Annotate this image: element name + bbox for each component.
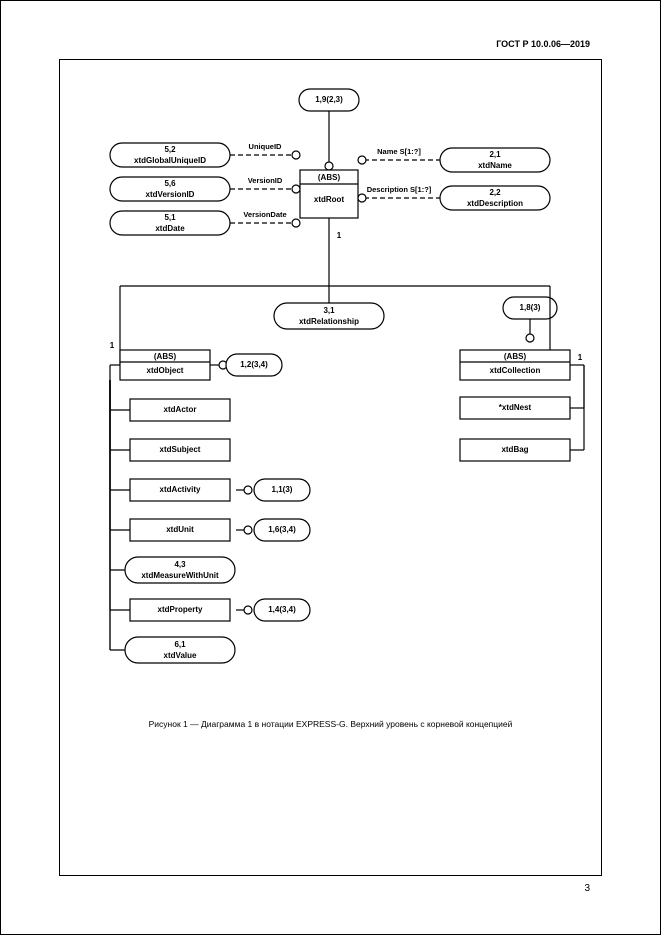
svg-text:xtdRelationship: xtdRelationship <box>299 317 359 326</box>
svg-text:xtdName: xtdName <box>478 161 512 170</box>
svg-text:1: 1 <box>337 231 342 240</box>
svg-text:2,2: 2,2 <box>489 188 501 197</box>
svg-text:(ABS): (ABS) <box>154 352 177 361</box>
svg-text:xtdUnit: xtdUnit <box>166 525 194 534</box>
svg-text:5,2: 5,2 <box>164 145 176 154</box>
svg-text:xtdBag: xtdBag <box>501 445 528 454</box>
svg-text:1,8(3): 1,8(3) <box>520 303 541 312</box>
svg-text:3,1: 3,1 <box>323 306 335 315</box>
svg-text:1: 1 <box>578 353 583 362</box>
svg-text:xtdDate: xtdDate <box>155 224 185 233</box>
svg-text:xtdRoot: xtdRoot <box>314 195 345 204</box>
svg-text:5,1: 5,1 <box>164 213 176 222</box>
page: ГОСТ Р 10.0.06—2019 1,9(2,3) (ABS) xtdRoot… <box>0 0 661 935</box>
svg-text:5,6: 5,6 <box>164 179 176 188</box>
svg-text:VersionDate: VersionDate <box>243 210 286 219</box>
svg-text:xtdSubject: xtdSubject <box>160 445 201 454</box>
svg-text:1,1(3): 1,1(3) <box>272 485 293 494</box>
svg-text:Description S[1:?]: Description S[1:?] <box>367 185 432 194</box>
svg-text:xtdValue: xtdValue <box>164 651 197 660</box>
diagram-svg: 1,9(2,3) (ABS) xtdRoot 5,2 xtdGlobalUniqueID… <box>60 60 605 700</box>
svg-text:UniqueID: UniqueID <box>249 142 282 151</box>
svg-text:xtdProperty: xtdProperty <box>158 605 203 614</box>
svg-text:xtdCollection: xtdCollection <box>490 366 541 375</box>
svg-text:1,6(3,4): 1,6(3,4) <box>268 525 296 534</box>
svg-text:Name S[1:?]: Name S[1:?] <box>377 147 421 156</box>
svg-text:1,2(3,4): 1,2(3,4) <box>240 360 268 369</box>
svg-text:xtdActivity: xtdActivity <box>160 485 201 494</box>
svg-text:xtdObject: xtdObject <box>147 366 184 375</box>
svg-text:2,1: 2,1 <box>489 150 501 159</box>
doc-header: ГОСТ Р 10.0.06—2019 <box>496 39 590 49</box>
page-number: 3 <box>584 883 590 894</box>
svg-text:xtdMeasureWithUnit: xtdMeasureWithUnit <box>141 571 219 580</box>
svg-text:VersionID: VersionID <box>248 176 283 185</box>
svg-text:(ABS): (ABS) <box>318 173 341 182</box>
svg-text:*xtdNest: *xtdNest <box>499 403 532 412</box>
svg-text:1: 1 <box>110 341 115 350</box>
svg-text:1,4(3,4): 1,4(3,4) <box>268 605 296 614</box>
svg-text:6,1: 6,1 <box>174 640 186 649</box>
svg-text:(ABS): (ABS) <box>504 352 527 361</box>
svg-text:1,9(2,3): 1,9(2,3) <box>315 95 343 104</box>
svg-text:xtdDescription: xtdDescription <box>467 199 523 208</box>
svg-text:4,3: 4,3 <box>174 560 186 569</box>
svg-text:xtdActor: xtdActor <box>164 405 197 414</box>
figure-caption: Рисунок 1 — Диаграмма 1 в нотации EXPRES… <box>1 719 660 729</box>
svg-text:xtdVersionID: xtdVersionID <box>146 190 195 199</box>
diagram-frame: 1,9(2,3) (ABS) xtdRoot 5,2 xtdGlobalUniqueID… <box>59 59 602 876</box>
svg-text:xtdGlobalUniqueID: xtdGlobalUniqueID <box>134 156 206 165</box>
